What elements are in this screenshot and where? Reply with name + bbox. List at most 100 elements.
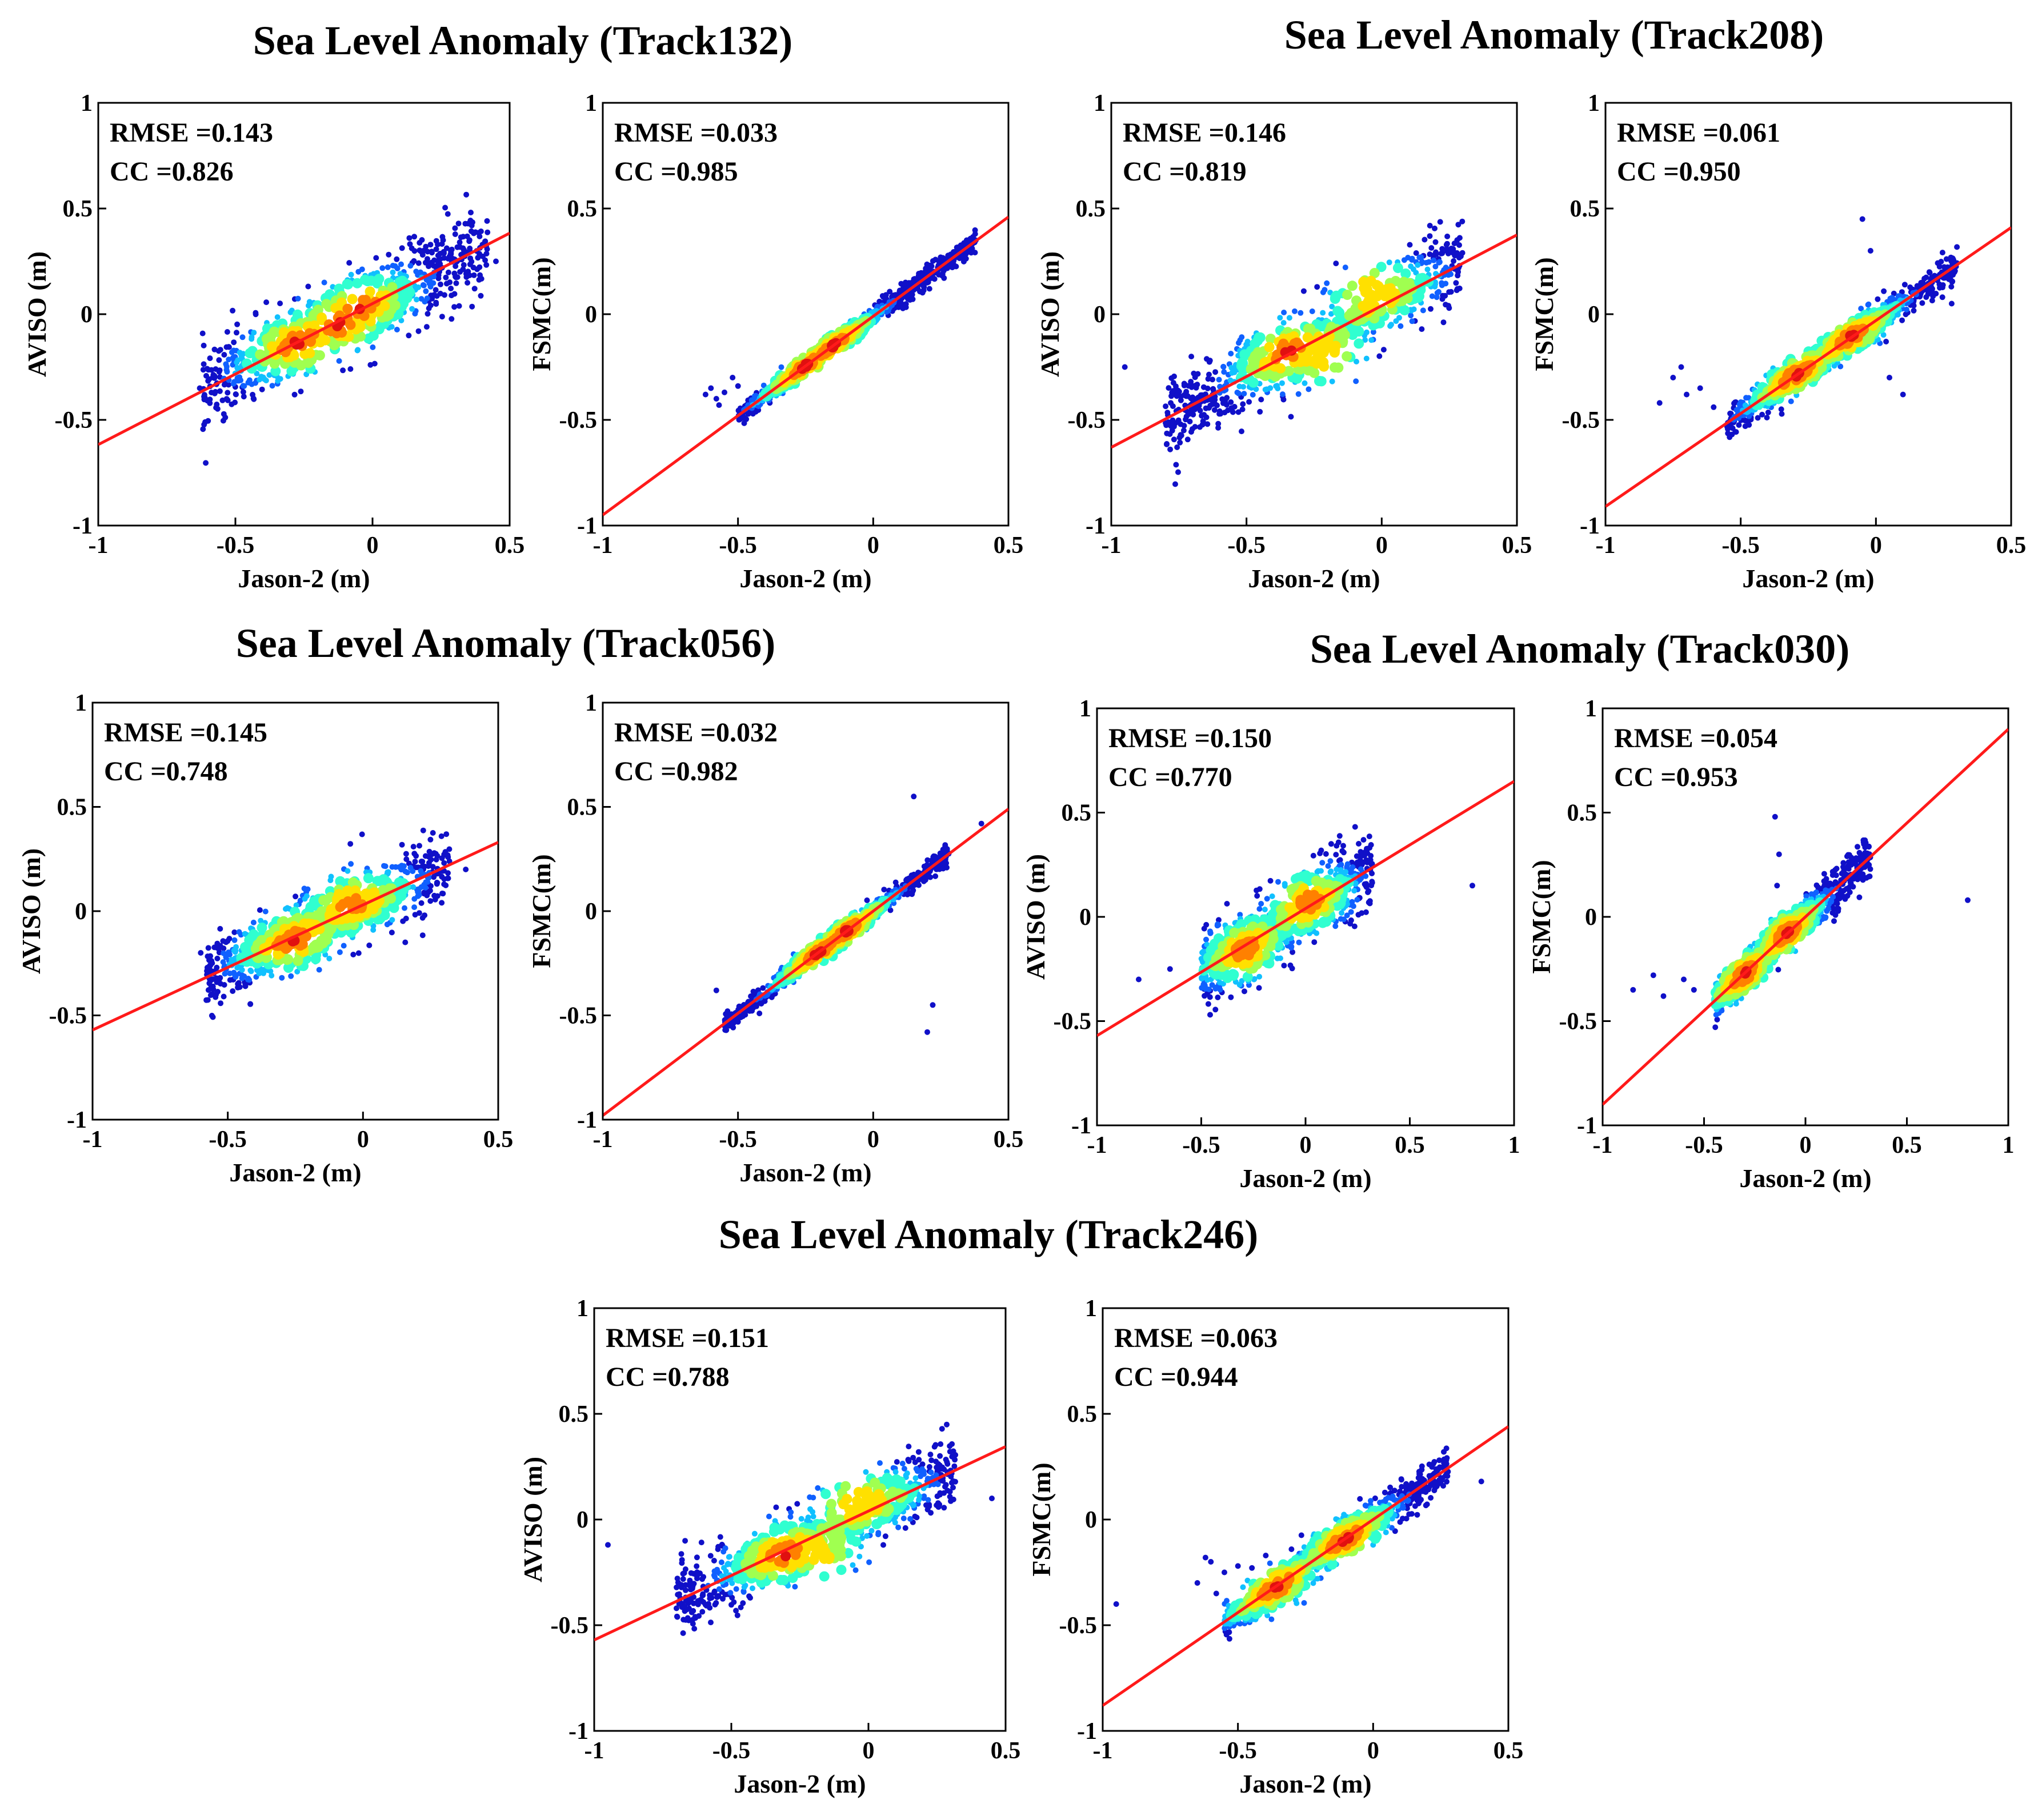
data-point (460, 245, 466, 251)
rmse-label: RMSE =0.061 (1617, 118, 1780, 148)
data-point (1178, 432, 1184, 438)
data-point (402, 939, 409, 945)
data-point (1180, 427, 1187, 434)
y-axis-label: FSMC(m) (527, 854, 556, 968)
data-point (413, 864, 419, 871)
data-point (399, 245, 405, 251)
data-point (1725, 430, 1731, 436)
data-point (410, 884, 417, 890)
data-point (1363, 883, 1369, 889)
data-point (210, 1014, 216, 1020)
data-point (392, 263, 398, 269)
outlier-point (702, 391, 708, 398)
data-point (1344, 912, 1350, 919)
data-point (1440, 319, 1447, 326)
data-point (225, 390, 231, 396)
data-point (752, 393, 758, 399)
data-point (230, 988, 236, 994)
data-point (1228, 351, 1234, 356)
data-point (213, 404, 219, 411)
data-point (397, 271, 403, 277)
data-point (1365, 889, 1371, 895)
data-point (231, 929, 238, 935)
x-tick-label: -1 (83, 1127, 103, 1153)
data-point (1200, 384, 1207, 390)
data-point (394, 327, 400, 332)
data-point (398, 261, 404, 267)
data-point (1436, 259, 1443, 265)
y-tick-label: -0.5 (559, 407, 598, 434)
data-point (1340, 916, 1347, 923)
data-point (415, 888, 422, 895)
data-point (306, 299, 313, 305)
data-point (366, 275, 377, 286)
data-point (1203, 414, 1210, 420)
x-tick-label: -0.5 (1227, 532, 1266, 559)
data-point (1899, 317, 1905, 323)
data-point (445, 875, 451, 881)
data-point (1411, 306, 1417, 312)
data-point (1335, 839, 1342, 845)
data-point (750, 411, 756, 417)
data-point (242, 983, 249, 989)
data-point (427, 242, 434, 248)
data-point (1347, 280, 1358, 291)
data-point (374, 324, 385, 335)
data-point (1939, 250, 1945, 256)
data-point (1342, 264, 1348, 271)
data-point (1333, 362, 1344, 373)
data-point (1253, 386, 1259, 392)
data-point (415, 893, 421, 899)
data-point (1949, 278, 1956, 284)
data-point (425, 248, 431, 255)
data-point (204, 964, 210, 971)
data-point (211, 373, 218, 379)
data-point (217, 388, 223, 394)
data-point (217, 347, 223, 353)
data-point (1373, 281, 1384, 291)
data-point (1388, 322, 1394, 328)
data-point (234, 965, 241, 971)
data-point (1424, 266, 1431, 272)
data-point (433, 246, 439, 252)
x-tick-label: 0.5 (1502, 532, 1532, 559)
data-point (367, 362, 374, 368)
data-point (1301, 356, 1312, 367)
data-point (354, 320, 365, 331)
data-point (363, 873, 374, 884)
data-point (1207, 1012, 1213, 1018)
data-point (1364, 295, 1375, 306)
data-point (370, 344, 376, 350)
data-point (903, 301, 909, 307)
data-point (1203, 936, 1209, 943)
data-point (403, 851, 409, 857)
data-point (355, 347, 361, 353)
data-point (340, 367, 346, 374)
data-point (350, 952, 357, 957)
data-point (234, 330, 239, 336)
data-point (477, 233, 483, 239)
x-tick-label: 0.5 (495, 532, 525, 559)
data-point (216, 357, 222, 363)
data-point (1939, 294, 1945, 300)
data-point (1291, 337, 1302, 348)
cc-label: CC =0.748 (104, 756, 228, 787)
regression-line (93, 841, 498, 1032)
group-title-3: Sea Level Anomaly (Track030) (1310, 626, 1850, 672)
data-point (1408, 312, 1414, 319)
data-point (431, 274, 437, 280)
data-point (1428, 245, 1435, 251)
data-point (1733, 407, 1740, 413)
data-point (1280, 320, 1287, 326)
data-point (1881, 288, 1887, 294)
data-point (434, 880, 441, 886)
data-point (1736, 422, 1742, 428)
y-tick-label: 1 (1094, 90, 1106, 117)
data-point (239, 967, 245, 973)
data-point (1199, 949, 1206, 956)
x-tick-label: 0 (1376, 532, 1388, 559)
y-tick-label: 0 (81, 302, 93, 328)
data-point (1342, 290, 1353, 300)
data-point (327, 877, 334, 883)
data-point (334, 889, 344, 900)
